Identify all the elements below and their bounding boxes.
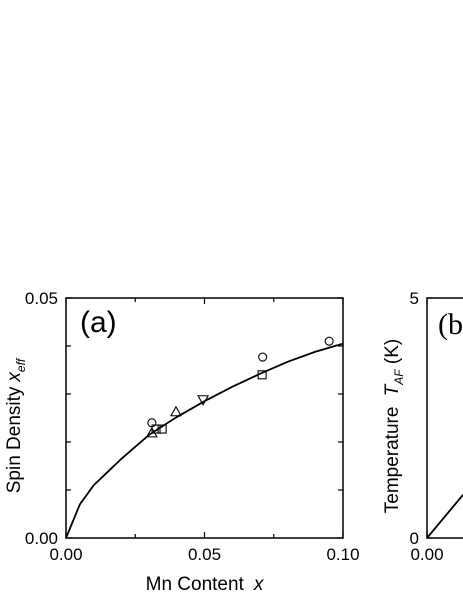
panel-label: (a) xyxy=(80,306,117,339)
y-tick-label: 0.00 xyxy=(25,529,58,548)
y-axis-label: Spin Density xeff xyxy=(4,357,28,493)
plot-frame xyxy=(426,297,463,539)
x-axis-label-text: Mn Content xyxy=(146,574,245,595)
y-axis-label-sub: eff xyxy=(14,357,28,372)
y-axis-label-sub: AF xyxy=(392,369,406,386)
y-axis-label-var: T xyxy=(382,383,403,396)
y-axis-label-text: Temperature xyxy=(382,401,403,513)
y-tick-label: 0 xyxy=(410,529,419,548)
marker-triangle-up xyxy=(145,426,158,438)
marker-circle xyxy=(324,336,334,346)
y-axis-label-var: x xyxy=(4,371,25,383)
y-tick-label: 0.05 xyxy=(25,289,58,308)
x-tick-label: 0.10 xyxy=(326,545,359,564)
marker-triangle-up xyxy=(170,405,182,417)
y-tick-label: 5 xyxy=(410,289,419,308)
marker-square xyxy=(157,424,167,434)
y-axis-label: Temperature TAF (K) xyxy=(382,339,406,514)
fit-curve xyxy=(65,342,344,539)
x-axis-label-var: x xyxy=(253,574,265,595)
marker-square xyxy=(257,370,267,380)
y-axis-label-text: Spin Density xyxy=(4,386,25,493)
marker-triangle-down xyxy=(197,395,210,406)
x-tick-label: 0.00 xyxy=(49,545,82,564)
data-line xyxy=(426,494,463,539)
x-tick-label: 0.05 xyxy=(188,545,221,564)
panel-label: (b xyxy=(438,308,463,341)
x-axis-label: Mn Content x xyxy=(146,574,265,595)
x-tick-label: 0.00 xyxy=(410,545,443,564)
y-axis-label-unit: (K) xyxy=(382,339,403,370)
marker-circle xyxy=(258,352,268,362)
